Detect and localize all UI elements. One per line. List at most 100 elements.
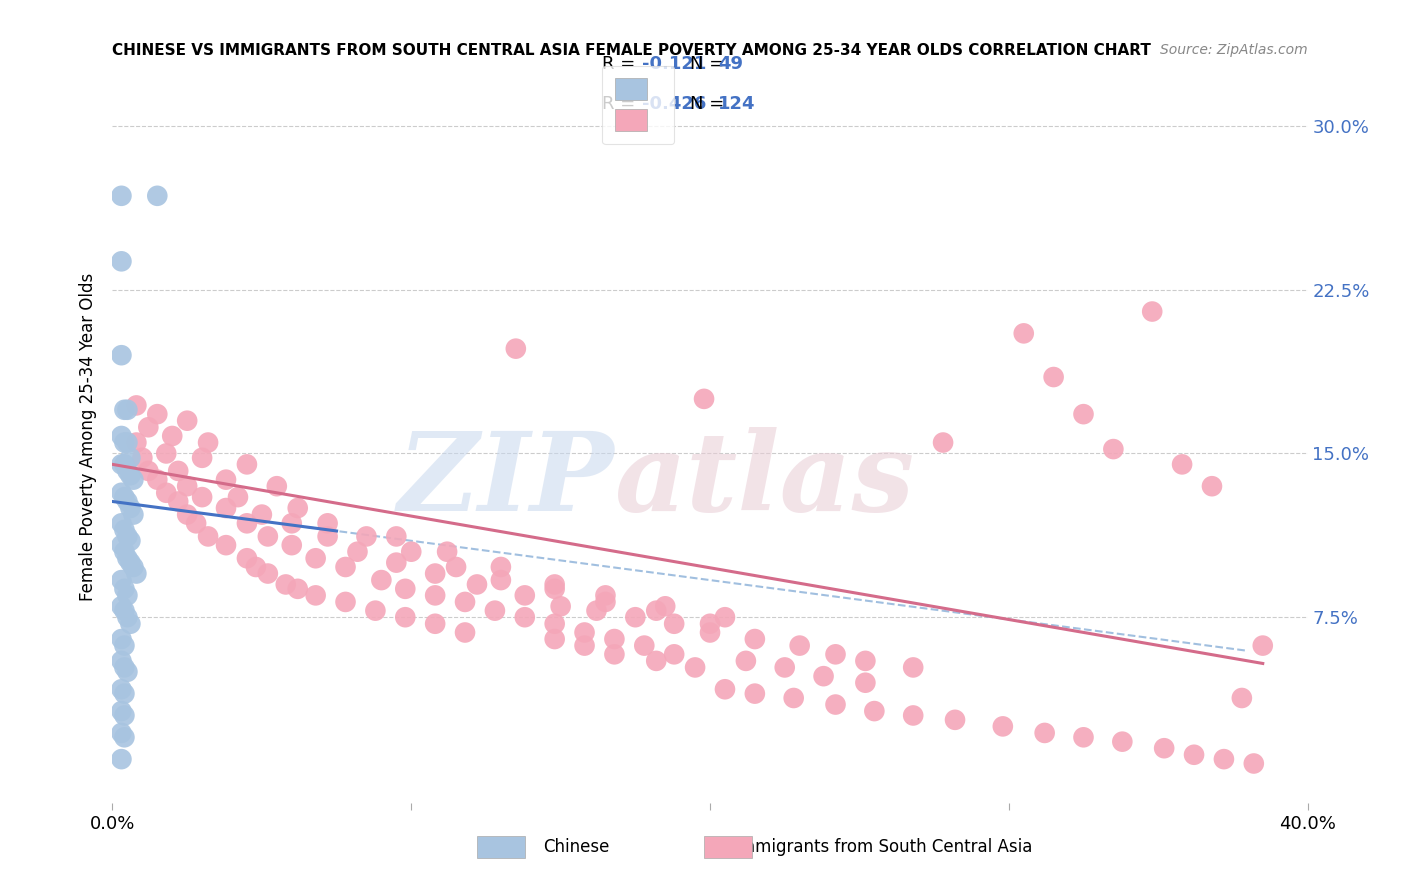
- Point: [117, 464, 139, 478]
- Point: [903, 708, 925, 723]
- Point: [125, 435, 148, 450]
- Point: [114, 545, 135, 559]
- Point: [287, 582, 309, 596]
- Point: [257, 529, 280, 543]
- Point: [316, 529, 339, 543]
- Point: [489, 560, 512, 574]
- Point: [110, 429, 132, 443]
- Text: -0.121: -0.121: [643, 55, 706, 73]
- Point: [664, 616, 686, 631]
- Text: 49: 49: [718, 55, 744, 73]
- Point: [114, 687, 135, 701]
- Text: Immigrants from South Central Asia: Immigrants from South Central Asia: [734, 838, 1032, 855]
- Point: [176, 479, 198, 493]
- Point: [1182, 747, 1205, 762]
- Point: [1230, 691, 1253, 706]
- Point: [943, 713, 966, 727]
- Point: [274, 577, 297, 591]
- Point: [855, 675, 877, 690]
- Point: [603, 648, 626, 662]
- Point: [117, 665, 139, 679]
- Point: [125, 399, 148, 413]
- Point: [855, 654, 877, 668]
- Point: [693, 392, 716, 406]
- Point: [1073, 731, 1095, 745]
- Point: [226, 490, 249, 504]
- Point: [385, 556, 408, 570]
- Point: [585, 604, 607, 618]
- Point: [162, 429, 183, 443]
- Point: [316, 516, 339, 531]
- Point: [110, 538, 132, 552]
- Point: [120, 468, 142, 483]
- Point: [385, 529, 408, 543]
- Point: [824, 648, 846, 662]
- Point: [1142, 304, 1164, 318]
- Point: [114, 490, 135, 504]
- Point: [513, 588, 536, 602]
- Point: [266, 479, 288, 493]
- Point: [146, 189, 169, 203]
- Point: [394, 582, 416, 596]
- Point: [110, 726, 132, 740]
- Point: [370, 573, 392, 587]
- Point: [505, 342, 527, 356]
- Point: [281, 538, 304, 552]
- Point: [1243, 756, 1265, 771]
- Point: [114, 458, 135, 472]
- Point: [305, 551, 328, 566]
- Point: [401, 545, 423, 559]
- Point: [215, 473, 238, 487]
- Point: [176, 414, 198, 428]
- Point: [645, 604, 668, 618]
- FancyBboxPatch shape: [704, 836, 752, 858]
- Point: [110, 348, 132, 362]
- Point: [465, 577, 488, 591]
- Point: [191, 450, 214, 465]
- Point: [543, 616, 565, 631]
- Text: CHINESE VS IMMIGRANTS FROM SOUTH CENTRAL ASIA FEMALE POVERTY AMONG 25-34 YEAR OL: CHINESE VS IMMIGRANTS FROM SOUTH CENTRAL…: [112, 43, 1152, 58]
- Point: [1171, 458, 1194, 472]
- Point: [257, 566, 280, 581]
- Text: Source: ZipAtlas.com: Source: ZipAtlas.com: [1160, 43, 1308, 57]
- Point: [335, 560, 357, 574]
- Point: [863, 704, 886, 718]
- Point: [735, 654, 758, 668]
- Point: [824, 698, 846, 712]
- Point: [197, 435, 219, 450]
- Point: [117, 402, 139, 417]
- Point: [1201, 479, 1223, 493]
- Point: [114, 523, 135, 537]
- Point: [484, 604, 506, 618]
- Point: [287, 501, 309, 516]
- Point: [120, 450, 142, 465]
- Point: [489, 573, 512, 587]
- Point: [425, 616, 447, 631]
- Point: [773, 660, 796, 674]
- Point: [1073, 407, 1095, 421]
- Point: [513, 610, 536, 624]
- Point: [114, 660, 135, 674]
- Point: [789, 639, 811, 653]
- Point: [236, 458, 259, 472]
- Text: ZIP: ZIP: [398, 427, 614, 534]
- Point: [146, 407, 169, 421]
- Point: [444, 560, 467, 574]
- Point: [574, 639, 596, 653]
- Point: [110, 254, 132, 268]
- Point: [744, 632, 766, 646]
- Point: [138, 420, 160, 434]
- Point: [114, 402, 135, 417]
- Point: [114, 708, 135, 723]
- Point: [714, 610, 737, 624]
- Point: [110, 752, 132, 766]
- Point: [146, 473, 169, 487]
- Point: [654, 599, 676, 614]
- Point: [714, 682, 737, 697]
- Point: [699, 625, 721, 640]
- Point: [236, 551, 259, 566]
- Point: [215, 538, 238, 552]
- Point: [215, 501, 238, 516]
- Point: [281, 516, 304, 531]
- Point: [683, 660, 706, 674]
